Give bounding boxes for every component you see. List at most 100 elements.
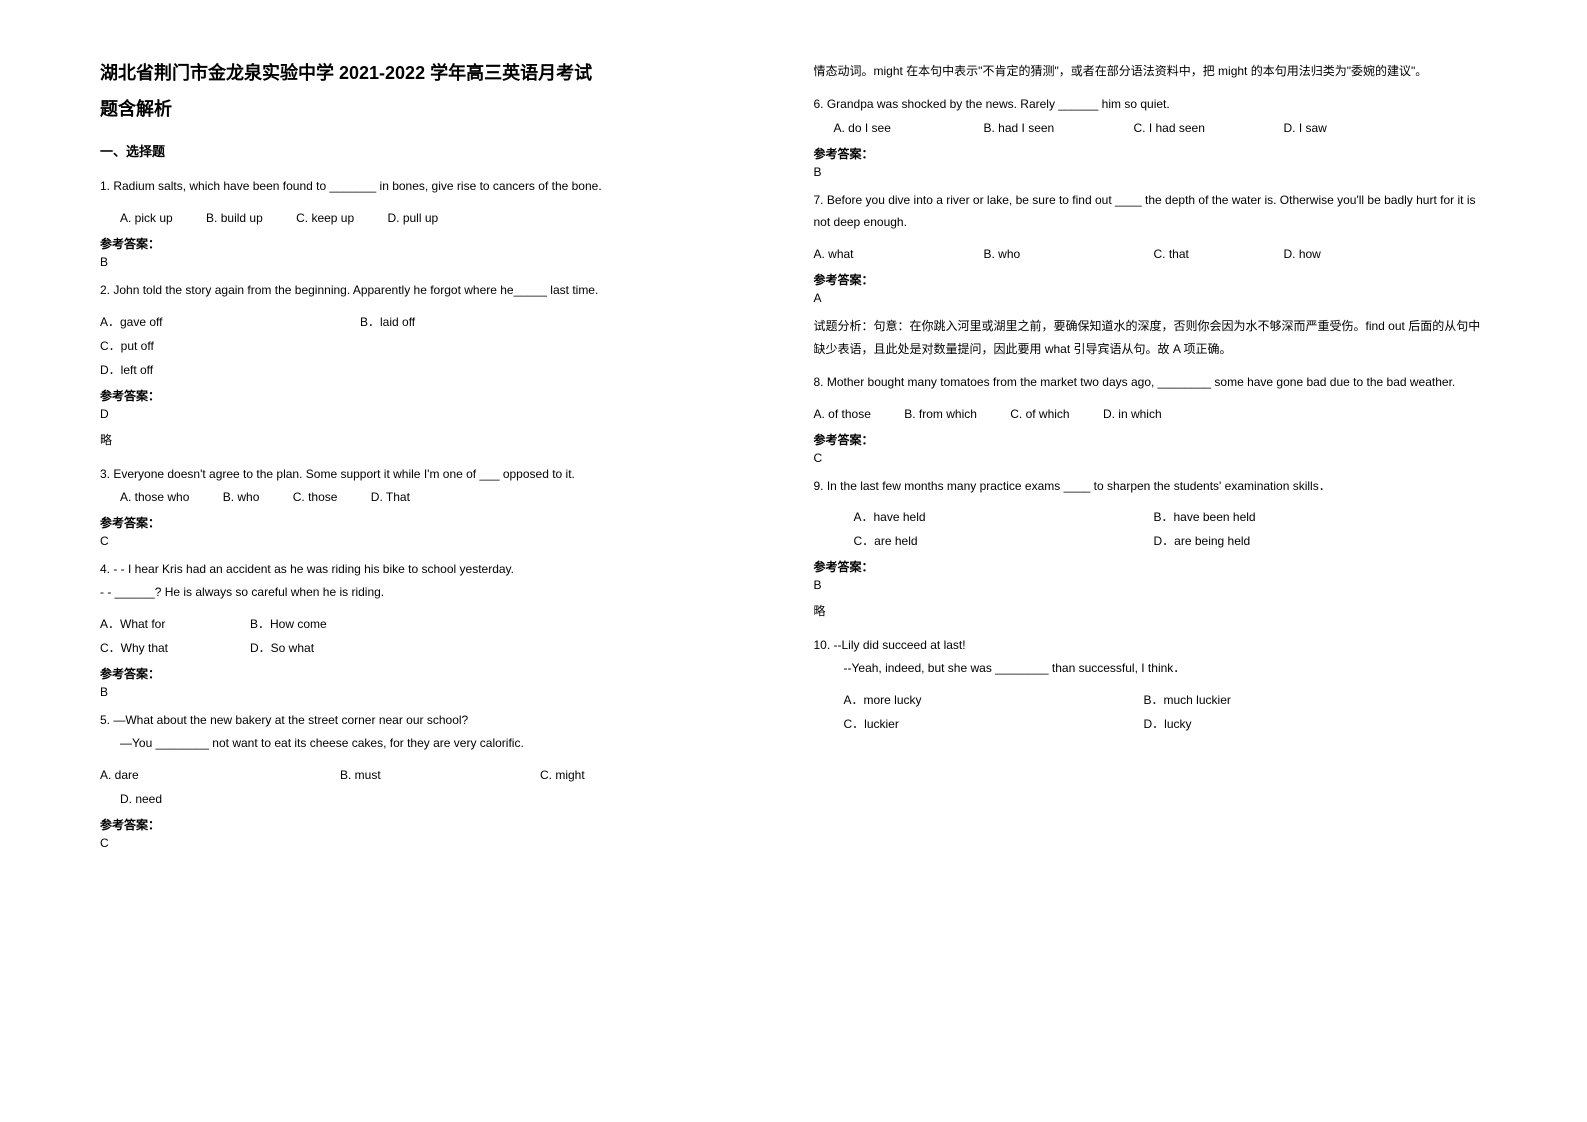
q5-optC: C. might (540, 763, 670, 787)
q1-optD: D. pull up (388, 206, 439, 230)
q7-text: 7. Before you dive into a river or lake,… (814, 189, 1488, 235)
q5-optB: B. must (340, 763, 520, 787)
q10-text1: 10. --Lily did succeed at last! (814, 634, 1488, 657)
q3-optB: B. who (223, 485, 260, 509)
q7-answer-label: 参考答案： (814, 271, 1488, 288)
page-title-line1: 湖北省荆门市金龙泉实验中学 2021-2022 学年高三英语月考试 (100, 60, 774, 87)
question-6: 6. Grandpa was shocked by the news. Rare… (814, 93, 1488, 179)
q3-options: A. those who B. who C. those D. That (100, 485, 774, 509)
q4-answer: B (100, 685, 774, 699)
q10-text2: --Yeah, indeed, but she was ________ tha… (814, 657, 1488, 680)
q4-optA: A．What for (100, 612, 230, 636)
question-2: 2. John told the story again from the be… (100, 279, 774, 448)
q1-optC: C. keep up (296, 206, 354, 230)
q2-optA: A．gave off (100, 310, 340, 334)
q7-optC: C. that (1154, 242, 1264, 266)
q5-options-row2: D. need (100, 787, 774, 811)
q5-options-row1: A. dare B. must C. might (100, 763, 774, 787)
q1-text: 1. Radium salts, which have been found t… (100, 175, 774, 198)
q4-optD: D．So what (250, 636, 380, 660)
q9-text: 9. In the last few months many practice … (814, 475, 1488, 498)
q1-options: A. pick up B. build up C. keep up D. pul… (100, 206, 774, 230)
q4-options-row1: A．What for B．How come (100, 612, 774, 636)
q2-options-row2: off D．left off (100, 358, 774, 382)
q6-answer: B (814, 165, 1488, 179)
q8-text: 8. Mother bought many tomatoes from the … (814, 371, 1488, 394)
q4-options-row2: C．Why that D．So what (100, 636, 774, 660)
q2-optB: B．laid off (360, 310, 600, 334)
q3-answer: C (100, 534, 774, 548)
q5-answer-label: 参考答案： (100, 816, 774, 833)
q6-optD: D. I saw (1284, 116, 1414, 140)
q5-optA: A. dare (100, 763, 320, 787)
q10-optB: B．much luckier (1144, 688, 1424, 712)
q8-optD: D. in which (1103, 402, 1162, 426)
right-column: 情态动词。might 在本句中表示"不肯定的猜测"，或者在部分语法资料中，把 m… (794, 60, 1508, 1062)
q10-options-row1: A．more lucky B．much luckier (814, 688, 1488, 712)
q8-answer-label: 参考答案： (814, 431, 1488, 448)
q9-options-row2: C．are held D．are being held (814, 529, 1488, 553)
q2-optC: C．put off (100, 334, 300, 358)
left-column: 湖北省荆门市金龙泉实验中学 2021-2022 学年高三英语月考试 题含解析 一… (80, 60, 794, 1062)
q3-optA: A. those who (120, 485, 189, 509)
q4-optC: C．Why that (100, 636, 230, 660)
q6-optA: A. do I see (834, 116, 964, 140)
q9-answer-label: 参考答案： (814, 558, 1488, 575)
q8-options: A. of those B. from which C. of which D.… (814, 402, 1488, 426)
question-8: 8. Mother bought many tomatoes from the … (814, 371, 1488, 465)
q10-optA: A．more lucky (844, 688, 1124, 712)
q3-optD: D. That (371, 485, 410, 509)
q7-explain: 试题分析：句意：在你跳入河里或湖里之前，要确保知道水的深度，否则你会因为水不够深… (814, 315, 1488, 361)
question-1: 1. Radium salts, which have been found t… (100, 175, 774, 269)
q5-text1: 5. —What about the new bakery at the str… (100, 709, 774, 732)
question-9: 9. In the last few months many practice … (814, 475, 1488, 620)
q1-answer-label: 参考答案： (100, 235, 774, 252)
q5-explain: 情态动词。might 在本句中表示"不肯定的猜测"，或者在部分语法资料中，把 m… (814, 60, 1488, 83)
q9-options-row1: A．have held B．have been held (814, 505, 1488, 529)
question-7: 7. Before you dive into a river or lake,… (814, 189, 1488, 361)
q1-optA: A. pick up (120, 206, 173, 230)
q9-optA: A．have held (854, 505, 1134, 529)
q2-answer-label: 参考答案： (100, 387, 774, 404)
q2-optD: D．left off (100, 358, 230, 382)
q3-optC: C. those (293, 485, 338, 509)
q10-optC: C．luckier (844, 712, 1124, 736)
q6-optB: B. had I seen (984, 116, 1114, 140)
q3-answer-label: 参考答案： (100, 514, 774, 531)
q8-optB: B. from which (904, 402, 977, 426)
q4-optB: B．How come (250, 612, 380, 636)
q7-optA: A. what (814, 242, 964, 266)
question-4: 4. - - I hear Kris had an accident as he… (100, 558, 774, 699)
section-heading: 一、选择题 (100, 141, 774, 160)
q5-text2: —You ________ not want to eat its cheese… (100, 732, 774, 755)
question-3: 3. Everyone doesn't agree to the plan. S… (100, 463, 774, 549)
q10-options-row2: C．luckier D．lucky (814, 712, 1488, 736)
q4-text1: 4. - - I hear Kris had an accident as he… (100, 558, 774, 581)
q6-optC: C. I had seen (1134, 116, 1264, 140)
q9-optC: C．are held (854, 529, 1134, 553)
q3-text: 3. Everyone doesn't agree to the plan. S… (100, 463, 774, 486)
q7-options: A. what B. who C. that D. how (814, 242, 1488, 266)
question-10: 10. --Lily did succeed at last! --Yeah, … (814, 634, 1488, 736)
q9-omit: 略 (814, 602, 1488, 619)
q7-answer: A (814, 291, 1488, 305)
q9-optB: B．have been held (1154, 505, 1434, 529)
q2-omit: 略 (100, 431, 774, 448)
q4-answer-label: 参考答案： (100, 665, 774, 682)
q8-optA: A. of those (814, 402, 871, 426)
q9-optD: D．are being held (1154, 529, 1434, 553)
q6-options: A. do I see B. had I seen C. I had seen … (814, 116, 1488, 140)
q5-optD: D. need (120, 787, 250, 811)
q8-optC: C. of which (1010, 402, 1069, 426)
q5-answer: C (100, 836, 774, 850)
question-5: 5. —What about the new bakery at the str… (100, 709, 774, 850)
q1-answer: B (100, 255, 774, 269)
q2-options: A．gave off B．laid off C．put off (100, 310, 774, 358)
q2-answer: D (100, 407, 774, 421)
q10-optD: D．lucky (1144, 712, 1424, 736)
q6-answer-label: 参考答案： (814, 145, 1488, 162)
q7-optB: B. who (984, 242, 1134, 266)
q4-text2: - - ______? He is always so careful when… (100, 581, 774, 604)
q7-optD: D. how (1284, 242, 1414, 266)
q8-answer: C (814, 451, 1488, 465)
